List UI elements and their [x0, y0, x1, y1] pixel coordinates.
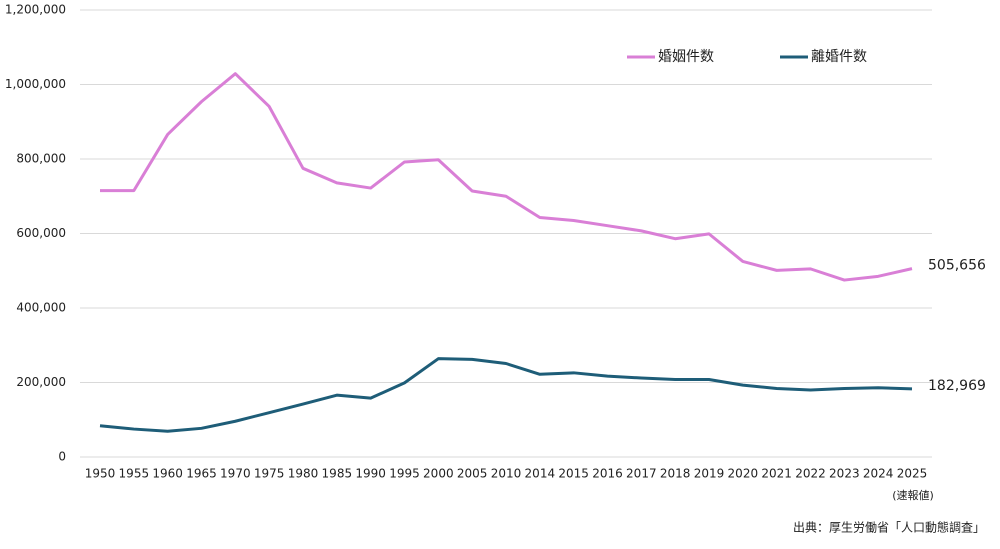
x-tick-label: 1955 [119, 467, 150, 481]
series-line [100, 72, 913, 282]
x-tick-label: 2010 [491, 467, 522, 481]
x-tick-label: 2022 [795, 467, 826, 481]
x-tick-label: 2018 [660, 467, 691, 481]
x-tick-label: 2024 [863, 467, 894, 481]
x-tick-label: 1950 [85, 467, 116, 481]
x-tick-label: 2017 [626, 467, 657, 481]
x-tick-label: 2025 [897, 467, 928, 481]
y-tick-label: 1,200,000 [5, 3, 66, 17]
x-tick-label: 2019 [694, 467, 725, 481]
x-tick-label: 2000 [423, 467, 454, 481]
source: 出典：厚生労働省「人口動態調査」 [793, 520, 985, 535]
x-tick-label: 2015 [558, 467, 589, 481]
value-label: 182,969 [928, 378, 986, 394]
x-tick-label: 2005 [457, 467, 488, 481]
x-tick-label: 2023 [829, 467, 860, 481]
x-tick-label: 1980 [288, 467, 319, 481]
x-tick-label: 1965 [186, 467, 217, 481]
y-tick-label: 800,000 [16, 152, 66, 166]
x-tick-label: 2020 [728, 467, 759, 481]
y-tick-label: 1,000,000 [5, 77, 66, 91]
series-line [99, 357, 913, 433]
x-tick-label: 2014 [525, 467, 556, 481]
x-tick-label: 1975 [254, 467, 285, 481]
y-tick-label: 600,000 [16, 226, 66, 240]
value-label: 505,656 [928, 258, 986, 274]
annotation: (速報値) [892, 489, 934, 502]
x-tick-label: 1970 [220, 467, 251, 481]
x-tick-label: 1990 [355, 467, 386, 481]
y-tick-label: 200,000 [16, 375, 66, 389]
x-tick-label: 2021 [761, 467, 792, 481]
x-tick-label: 2016 [592, 467, 623, 481]
x-tick-label: 1995 [389, 467, 420, 481]
legend-label: 婚姻件数 [658, 49, 714, 65]
x-tick-label: 1960 [152, 467, 183, 481]
x-tick-label: 1985 [322, 467, 353, 481]
y-tick-label: 0 [58, 450, 66, 464]
legend-label: 離婚件数 [811, 48, 867, 65]
y-tick-label: 400,000 [16, 301, 66, 315]
